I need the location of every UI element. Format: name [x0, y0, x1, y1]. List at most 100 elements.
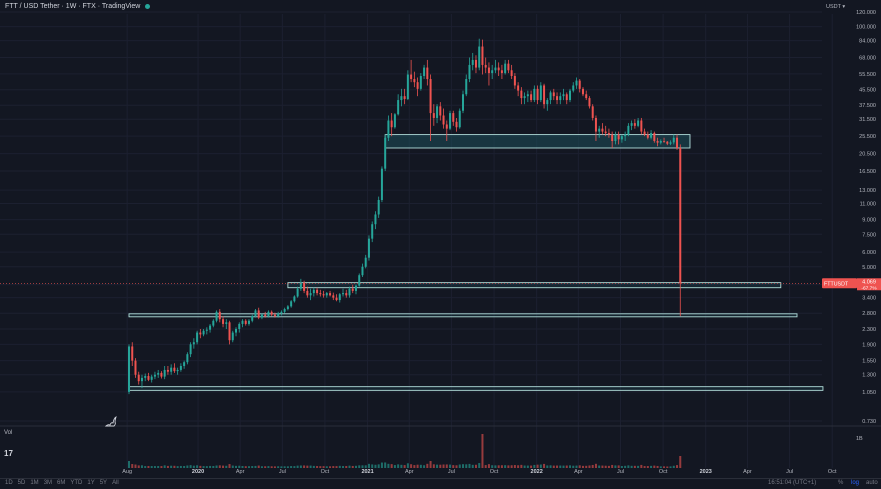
volume-bar	[374, 464, 377, 468]
candle-body	[215, 311, 218, 321]
candle-body	[377, 199, 380, 215]
volume-bar	[630, 465, 633, 468]
candle-body	[591, 106, 594, 118]
candle-body	[663, 141, 666, 142]
candle-body	[264, 314, 267, 317]
volume-bar	[543, 463, 546, 468]
volume-bar	[539, 464, 542, 468]
timeframe-button-1m[interactable]: 1M	[30, 480, 39, 486]
volume-bar	[458, 464, 461, 468]
price-axis-tick: 45.500	[859, 88, 876, 94]
price-chart[interactable]: 120.000 100.000 84.000 68.000 55.500 45.500 37…	[0, 0, 881, 478]
volume-bar	[604, 465, 607, 468]
volume-bar	[176, 466, 179, 468]
volume-bar	[552, 465, 555, 468]
volume-bar	[643, 466, 646, 468]
volume-bar	[676, 465, 679, 468]
volume-bar	[474, 464, 477, 468]
sr-zone-2[interactable]	[287, 282, 782, 289]
candle-body	[147, 375, 150, 380]
candle-body	[335, 297, 338, 301]
volume-bar	[244, 466, 247, 468]
volume-bar	[325, 466, 328, 468]
candle-body	[617, 134, 620, 140]
candle-body	[468, 64, 471, 80]
volume-bar	[465, 464, 468, 468]
candle-body	[426, 67, 429, 80]
volume-bar	[150, 466, 153, 468]
volume-bar	[624, 465, 627, 468]
volume-bar	[455, 465, 458, 468]
candle-body	[594, 117, 597, 132]
sr-zone-3[interactable]	[128, 313, 798, 318]
timeframe-button-1d[interactable]: 1D	[5, 480, 13, 486]
candle-body	[478, 46, 481, 68]
candle-body	[507, 63, 510, 71]
volume-bar	[238, 465, 241, 468]
volume-bar	[247, 466, 250, 468]
tradingview-logo-icon[interactable]: 17	[4, 449, 13, 458]
candle-body	[410, 74, 413, 80]
candle-body	[241, 320, 244, 324]
volume-bar	[267, 466, 270, 468]
volume-bar	[442, 464, 445, 468]
candle-body	[406, 74, 409, 100]
timeframe-button-1y[interactable]: 1Y	[87, 480, 95, 486]
auto-scale-button[interactable]: auto	[866, 480, 878, 486]
candle-body	[523, 96, 526, 99]
candle-body	[286, 306, 289, 310]
volume-bar	[212, 465, 215, 468]
volume-bar	[556, 465, 559, 468]
symbol-header[interactable]: FTT / USD Tether · 1W · FTX · TradingVie…	[5, 1, 151, 13]
volume-bar	[338, 465, 341, 468]
candle-body	[601, 128, 604, 132]
volume-bar	[147, 465, 150, 468]
candle-body	[270, 311, 273, 315]
timeframe-button-all[interactable]: All	[112, 480, 119, 486]
candle-body	[588, 98, 591, 107]
drawing-icon	[104, 416, 117, 427]
volume-bar	[659, 466, 662, 468]
candle-body	[413, 79, 416, 83]
price-axis-tick: 20.500	[859, 152, 876, 158]
timeframe-button-3m[interactable]: 3M	[43, 480, 53, 486]
price-axis-tick: 25.500	[859, 134, 876, 140]
candle-body	[530, 94, 533, 101]
volume-bar	[588, 465, 591, 468]
percent-scale-button[interactable]: %	[838, 480, 844, 486]
currency-selector[interactable]: USDT ▾	[826, 4, 845, 10]
volume-bar	[413, 465, 416, 468]
volume-bar	[166, 465, 169, 468]
volume-bar	[611, 464, 614, 468]
volume-bar	[179, 465, 182, 468]
timeframe-button-5d[interactable]: 5D	[17, 480, 26, 486]
bottom-toolbar: 1D 5D 1M 3M 6M YTD 1Y 5Y All 16:51:04 (UTC+1) % …	[0, 478, 881, 489]
candle-body	[176, 369, 179, 372]
log-scale-button[interactable]: log	[851, 480, 860, 486]
time-axis-tick: Oct	[490, 469, 499, 475]
symbol-title: FTT / USD Tether · 1W · FTX · TradingVie…	[5, 3, 141, 10]
volume-bar	[594, 463, 597, 468]
candle-body	[163, 369, 166, 377]
candle-body	[235, 329, 238, 333]
volume-bar	[348, 465, 351, 468]
candle-body	[539, 85, 542, 101]
candle-body	[462, 94, 464, 111]
sr-zone-4[interactable]	[128, 386, 824, 391]
volume-bar	[572, 465, 575, 468]
candle-body	[228, 322, 231, 341]
timeframe-button-5y[interactable]: 5Y	[99, 480, 108, 486]
candle-body	[218, 311, 221, 320]
volume-bar	[283, 466, 286, 468]
candle-body	[358, 275, 361, 286]
candle-body	[140, 377, 143, 382]
candle-body	[543, 85, 546, 105]
price-axis-tick: 1.900	[862, 342, 876, 348]
candle-body	[400, 96, 403, 101]
candle-body	[630, 123, 633, 126]
volume-bar	[319, 466, 322, 468]
timeframe-button-ytd[interactable]: YTD	[70, 480, 83, 486]
candle-body	[419, 76, 422, 89]
timeframe-button-6m[interactable]: 6M	[57, 480, 66, 486]
